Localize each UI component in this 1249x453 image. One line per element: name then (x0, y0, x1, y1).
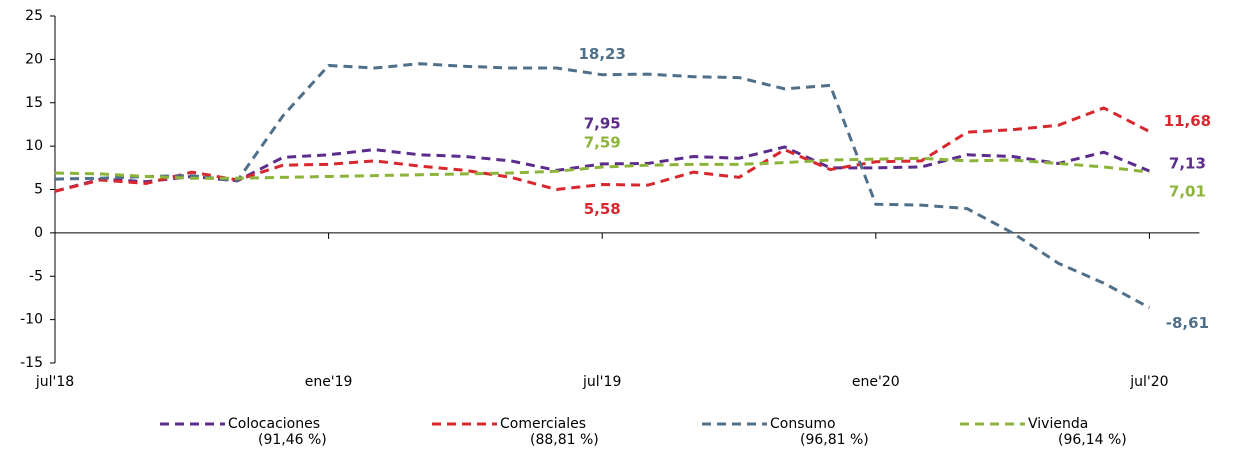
legend-label: Consumo (770, 416, 836, 432)
legend-label: Vivienda (1028, 416, 1088, 432)
x-tick-label: jul'20 (1129, 374, 1168, 390)
value-label: 7,13 (1169, 155, 1206, 173)
y-tick-label: 20 (25, 51, 43, 67)
value-label: 11,68 (1164, 112, 1211, 130)
series-line (54, 156, 1150, 180)
legend-note: (91,46 %) (258, 432, 327, 448)
y-tick-label: -5 (29, 268, 43, 284)
y-tick-label: 10 (25, 138, 43, 154)
y-tick-label: -15 (20, 355, 43, 371)
x-tick-label: ene'20 (852, 374, 900, 390)
legend-note: (96,14 %) (1058, 432, 1127, 448)
legend-note: (88,81 %) (530, 432, 599, 448)
y-tick-label: 15 (25, 95, 43, 111)
value-label: 5,58 (584, 200, 621, 218)
value-label: 7,95 (584, 114, 621, 132)
x-tick-label: jul'18 (35, 374, 74, 390)
value-label: 7,01 (1169, 183, 1206, 201)
value-label: 18,23 (578, 45, 625, 63)
legend-note: (96,81 %) (800, 432, 869, 448)
y-tick-label: 0 (34, 225, 43, 241)
legend-label: Colocaciones (228, 416, 320, 432)
value-label: 7,59 (584, 134, 621, 152)
y-tick-label: -10 (20, 312, 43, 328)
x-tick-label: ene'19 (305, 374, 353, 390)
y-tick-label: 25 (25, 8, 43, 24)
series-line (54, 62, 1151, 309)
x-tick-label: jul'19 (582, 374, 621, 390)
y-tick-label: 5 (34, 182, 43, 198)
value-label: -8,61 (1166, 314, 1209, 332)
legend-label: Comerciales (500, 416, 586, 432)
